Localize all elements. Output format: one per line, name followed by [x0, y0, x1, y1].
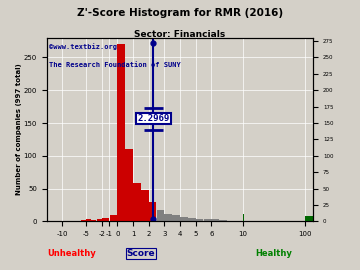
Bar [219, 220, 227, 221]
Text: The Research Foundation of SUNY: The Research Foundation of SUNY [49, 62, 181, 68]
Bar [188, 218, 195, 221]
Bar [157, 210, 164, 221]
Text: Sector: Financials: Sector: Financials [134, 30, 226, 39]
Bar [204, 220, 211, 221]
Bar [117, 44, 125, 221]
Bar [243, 214, 244, 221]
Bar [125, 149, 133, 221]
Bar [165, 214, 172, 221]
Bar [102, 218, 109, 221]
Bar [109, 215, 117, 221]
Bar [133, 183, 141, 221]
Bar [86, 219, 91, 221]
Bar [91, 220, 96, 221]
Text: 2.2969: 2.2969 [137, 114, 170, 123]
Bar [211, 220, 219, 221]
Text: Score: Score [126, 249, 155, 258]
Y-axis label: Number of companies (997 total): Number of companies (997 total) [16, 64, 22, 195]
Text: Healthy: Healthy [256, 249, 292, 258]
Bar [306, 216, 313, 221]
Bar [81, 220, 86, 221]
Bar [96, 220, 102, 221]
Bar [149, 202, 156, 221]
Bar [141, 190, 149, 221]
Bar [196, 219, 203, 221]
Text: ©www.textbiz.org: ©www.textbiz.org [49, 43, 117, 50]
Bar [172, 215, 180, 221]
Bar [180, 217, 188, 221]
Text: Unhealthy: Unhealthy [48, 249, 96, 258]
Text: Z'-Score Histogram for RMR (2016): Z'-Score Histogram for RMR (2016) [77, 8, 283, 18]
